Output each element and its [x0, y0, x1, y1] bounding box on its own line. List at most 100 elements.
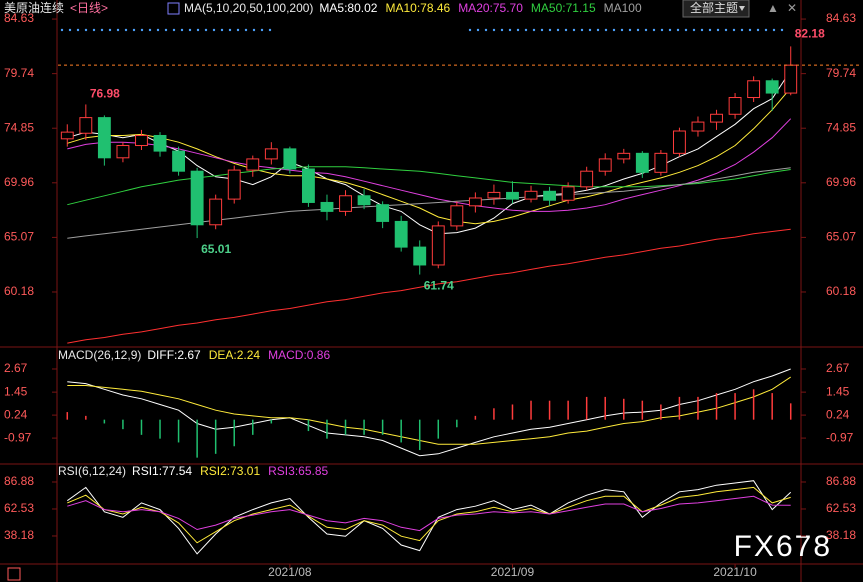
watermark: FX678	[734, 530, 832, 563]
series-line	[67, 118, 792, 212]
y-tick-label: -0.97	[4, 430, 32, 444]
marker-dot	[580, 28, 584, 32]
marker-dot	[156, 28, 160, 32]
legend-entry: RSI1:77.54	[132, 464, 192, 478]
candle-body	[97, 117, 111, 159]
marker-dot	[180, 28, 184, 32]
y-tick-label: 84.63	[4, 11, 34, 25]
legend-entry: RSI2:73.01	[200, 464, 260, 478]
dropdown-arrow[interactable]	[739, 6, 745, 11]
extreme-label: 76.98	[90, 87, 120, 101]
legend-title: MA(5,10,20,50,100,200)	[184, 1, 313, 15]
close[interactable]: ✕	[787, 1, 797, 15]
candle-body	[339, 195, 352, 212]
legend-title: MACD(26,12,9)	[58, 348, 141, 362]
marker-dot	[116, 28, 120, 32]
candle-body	[561, 186, 575, 201]
candle-body	[227, 169, 241, 200]
y-tick-label: 74.85	[826, 120, 856, 134]
candle-body	[784, 64, 798, 94]
series-line	[67, 167, 791, 239]
marker-dot	[260, 28, 264, 32]
symbol: 美原油连续	[4, 0, 64, 15]
candle-body	[135, 134, 148, 147]
legend-entry: RSI3:65.85	[268, 464, 328, 478]
marker-dot	[60, 28, 64, 32]
legend-entry: MA50:71.15	[531, 1, 596, 15]
marker-dot	[484, 28, 488, 32]
marker-dot	[588, 28, 592, 32]
series-line	[67, 495, 791, 532]
marker-dot	[620, 28, 624, 32]
marker-dot	[268, 28, 272, 32]
y-tick-label: 1.45	[4, 384, 28, 398]
legend-entry: DIFF:2.67	[147, 348, 201, 362]
candle-body	[172, 150, 186, 172]
marker-dot	[252, 28, 256, 32]
legend-entry: MA20:75.70	[458, 1, 523, 15]
marker-dot	[164, 28, 168, 32]
minimize[interactable]: ▲	[767, 1, 779, 15]
candle-body	[672, 130, 686, 154]
marker-dot	[732, 28, 736, 32]
marker-dot	[92, 28, 96, 32]
candle-body	[543, 190, 557, 201]
candle-body	[598, 158, 612, 172]
y-tick-label: 38.18	[826, 528, 856, 542]
candle-body	[301, 168, 315, 203]
marker-dot	[532, 28, 536, 32]
marker-dot	[676, 28, 680, 32]
marker-dot	[132, 28, 136, 32]
candle-body	[116, 145, 130, 159]
candle-body	[209, 198, 223, 226]
candle-body	[580, 170, 594, 188]
marker-dot	[492, 28, 496, 32]
x-tick-label: 2021/09	[491, 565, 535, 579]
candle-body	[431, 225, 445, 266]
x-tick-label: 2021/10	[713, 565, 757, 579]
marker-dot	[596, 28, 600, 32]
y-tick-label: 0.24	[826, 407, 850, 421]
candle-body	[747, 80, 761, 99]
y-tick-label: 74.85	[4, 120, 34, 134]
marker-dot	[708, 28, 712, 32]
marker-dot	[700, 28, 704, 32]
legend-entry: MA100	[604, 1, 642, 15]
candle-body	[635, 152, 649, 173]
series-line	[67, 87, 792, 225]
candle-body	[357, 195, 371, 206]
y-tick-label: 60.18	[4, 284, 34, 298]
theme-button-label[interactable]: 全部主题	[690, 0, 738, 15]
candle-body	[376, 204, 390, 222]
marker-dot	[124, 28, 128, 32]
marker-dot	[228, 28, 232, 32]
candle-body	[487, 191, 501, 199]
marker-dot	[780, 28, 784, 32]
ma-icon	[167, 2, 180, 15]
marker-dot	[84, 28, 88, 32]
theme-button[interactable]	[682, 0, 750, 18]
marker-dot	[236, 28, 240, 32]
y-tick-label: 86.88	[826, 474, 856, 488]
marker-dot	[724, 28, 728, 32]
y-tick-label: 65.07	[826, 230, 856, 244]
marker-dot	[564, 28, 568, 32]
marker-dot	[556, 28, 560, 32]
candle-body	[153, 134, 167, 152]
extreme-label: 82.18	[795, 27, 825, 41]
candle-body	[320, 201, 334, 212]
marker-dot	[772, 28, 776, 32]
candle-body	[765, 80, 779, 94]
marker-dot	[540, 28, 544, 32]
marker-dot	[628, 28, 632, 32]
candle-body	[710, 113, 723, 123]
marker-dot	[148, 28, 152, 32]
candle-body	[394, 220, 408, 248]
legend-entry: DEA:2.24	[209, 348, 261, 362]
candle-body	[691, 121, 705, 132]
y-tick-label: 2.67	[4, 361, 28, 375]
marker-dot	[212, 28, 216, 32]
candle-body	[79, 117, 93, 134]
candle-body	[524, 190, 538, 200]
